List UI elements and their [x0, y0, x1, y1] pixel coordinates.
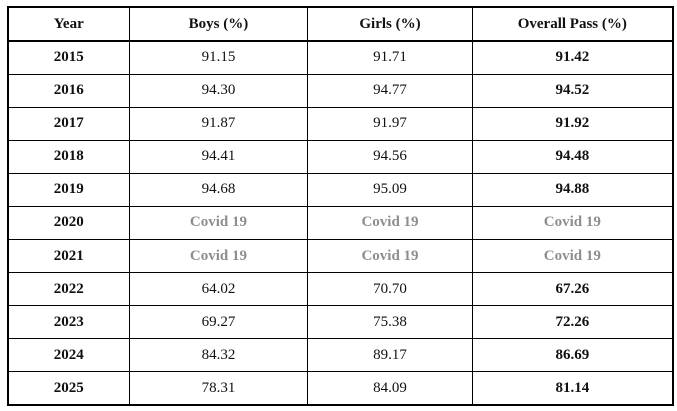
- overall-cell: 86.69: [471, 338, 674, 373]
- table-row: 2024 84.32 89.17 86.69: [7, 338, 674, 373]
- girls-cell: 89.17: [307, 338, 473, 373]
- overall-cell: 94.48: [471, 139, 674, 174]
- table-row: 2019 94.68 95.09 94.88: [7, 172, 674, 207]
- boys-cell: 64.02: [128, 272, 309, 307]
- table-row: 2022 64.02 70.70 67.26: [7, 272, 674, 307]
- table-row: 2023 69.27 75.38 72.26: [7, 305, 674, 340]
- overall-cell: 91.42: [471, 40, 674, 75]
- girls-cell: 94.77: [307, 73, 473, 108]
- girls-cell: Covid 19: [307, 205, 473, 240]
- table-row: 2018 94.41 94.56 94.48: [7, 139, 674, 174]
- year-cell: 2025: [7, 371, 130, 406]
- year-cell: 2023: [7, 305, 130, 340]
- girls-cell: 91.71: [307, 40, 473, 75]
- overall-cell: Covid 19: [471, 238, 674, 274]
- year-cell: 2017: [7, 106, 130, 141]
- girls-cell: 91.97: [307, 106, 473, 141]
- girls-cell: 70.70: [307, 272, 473, 307]
- overall-cell: 94.52: [471, 73, 674, 108]
- column-header-girls: Girls (%): [307, 6, 473, 42]
- overall-cell: 72.26: [471, 305, 674, 340]
- year-cell: 2019: [7, 172, 130, 207]
- table-row: 2015 91.15 91.71 91.42: [7, 40, 674, 75]
- pass-percentage-table-container: Year Boys (%) Girls (%) Overall Pass (%)…: [7, 6, 674, 406]
- boys-cell: 94.41: [128, 139, 309, 174]
- table-row: 2025 78.31 84.09 81.14: [7, 371, 674, 406]
- column-header-boys: Boys (%): [128, 6, 309, 42]
- overall-cell: 67.26: [471, 272, 674, 307]
- header-row: Year Boys (%) Girls (%) Overall Pass (%): [7, 6, 674, 42]
- boys-cell: 91.15: [128, 40, 309, 75]
- overall-cell: 91.92: [471, 106, 674, 141]
- year-cell: 2016: [7, 73, 130, 108]
- table-row: 2016 94.30 94.77 94.52: [7, 73, 674, 108]
- boys-cell: 69.27: [128, 305, 309, 340]
- table-row: 2017 91.87 91.97 91.92: [7, 106, 674, 141]
- girls-cell: 75.38: [307, 305, 473, 340]
- year-cell: 2022: [7, 272, 130, 307]
- boys-cell: 84.32: [128, 338, 309, 373]
- column-header-overall: Overall Pass (%): [471, 6, 674, 42]
- table-row-covid: 2020 Covid 19 Covid 19 Covid 19: [7, 205, 674, 240]
- table-header: Year Boys (%) Girls (%) Overall Pass (%): [7, 6, 674, 42]
- girls-cell: 84.09: [307, 371, 473, 406]
- boys-cell: 94.68: [128, 172, 309, 207]
- girls-cell: 94.56: [307, 139, 473, 174]
- year-cell: 2024: [7, 338, 130, 373]
- year-cell: 2020: [7, 205, 130, 240]
- boys-cell: 94.30: [128, 73, 309, 108]
- boys-cell: 78.31: [128, 371, 309, 406]
- girls-cell: Covid 19: [307, 238, 473, 274]
- boys-cell: 91.87: [128, 106, 309, 141]
- boys-cell: Covid 19: [128, 205, 309, 240]
- table-body: 2015 91.15 91.71 91.42 2016 94.30 94.77 …: [7, 40, 674, 406]
- overall-cell: 81.14: [471, 371, 674, 406]
- year-cell: 2018: [7, 139, 130, 174]
- table-row-covid: 2021 Covid 19 Covid 19 Covid 19: [7, 238, 674, 274]
- girls-cell: 95.09: [307, 172, 473, 207]
- year-cell: 2015: [7, 40, 130, 75]
- pass-percentage-table: Year Boys (%) Girls (%) Overall Pass (%)…: [7, 6, 674, 406]
- overall-cell: Covid 19: [471, 205, 674, 240]
- boys-cell: Covid 19: [128, 238, 309, 274]
- overall-cell: 94.88: [471, 172, 674, 207]
- column-header-year: Year: [7, 6, 130, 42]
- year-cell: 2021: [7, 238, 130, 274]
